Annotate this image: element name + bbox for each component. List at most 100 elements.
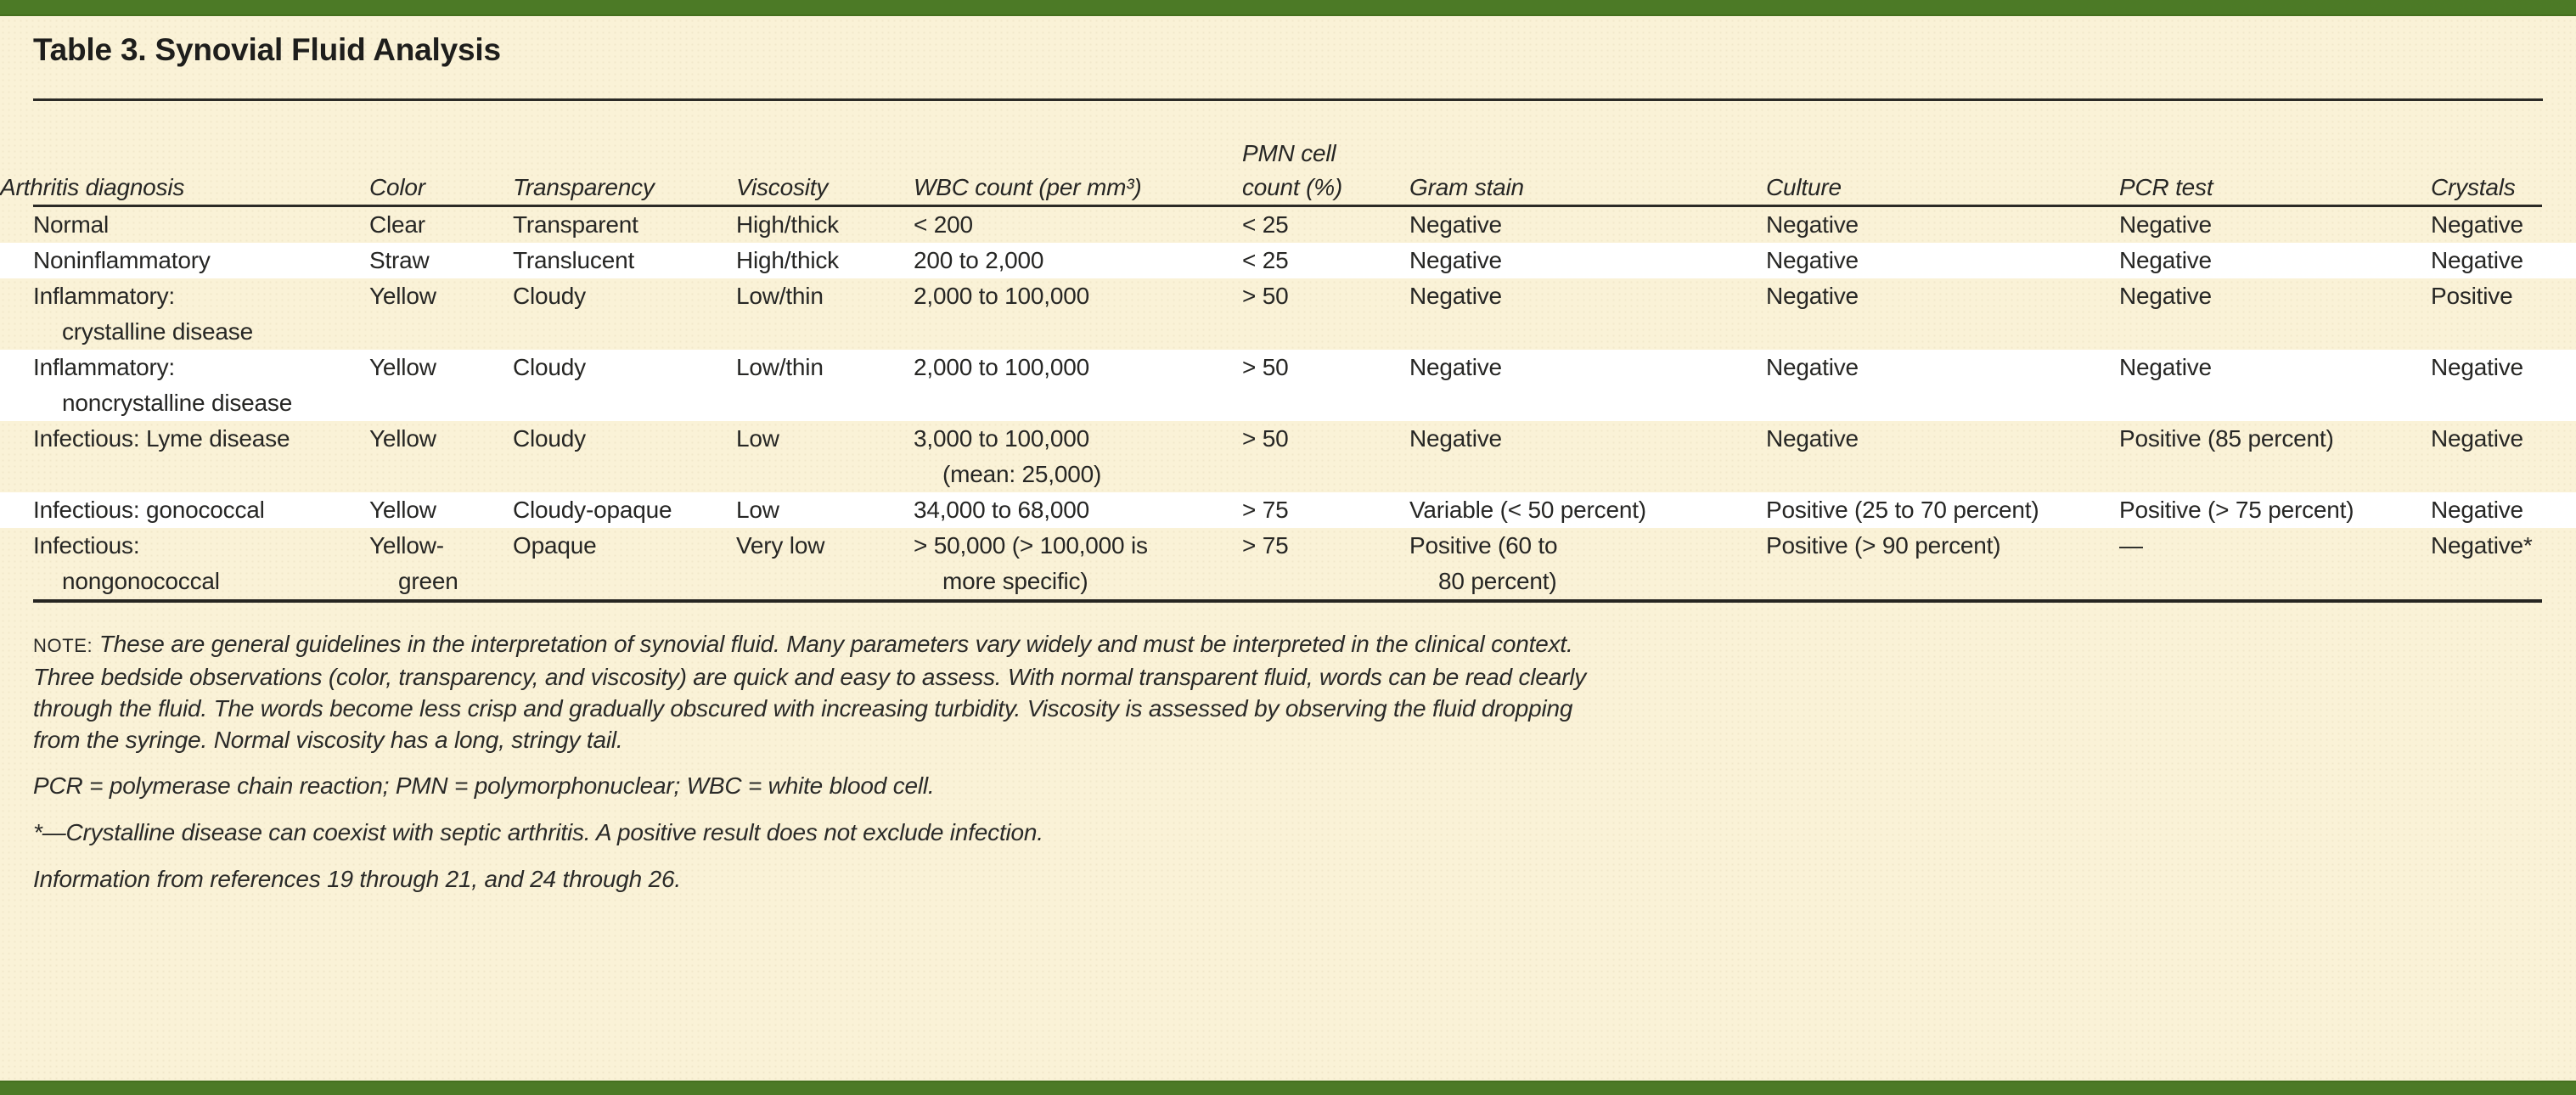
cell-culture: Negative bbox=[1766, 425, 1859, 452]
cell-gram: Negative bbox=[1409, 354, 1502, 380]
footnote-note: NOTE: These are general guidelines in th… bbox=[33, 628, 2543, 755]
header-rule bbox=[33, 205, 2542, 207]
header-rule-row bbox=[0, 205, 2576, 207]
cell-gram: Negative bbox=[1409, 247, 1502, 273]
cell-crystals: Negative bbox=[2431, 354, 2523, 380]
cell-pcr: Negative bbox=[2119, 247, 2212, 273]
cell-transparency: Cloudy bbox=[513, 283, 586, 309]
cell-color: Yellow bbox=[369, 354, 436, 380]
cell-transparency: Cloudy bbox=[513, 354, 586, 380]
cell-color: Clear bbox=[369, 211, 425, 238]
cell-diagnosis: Noninflammatory bbox=[33, 247, 211, 273]
cell-color: Yellow- green bbox=[369, 532, 458, 594]
title-rule bbox=[33, 98, 2543, 101]
cell-pmn: < 25 bbox=[1242, 211, 1289, 238]
cell-diagnosis: Infectious: Lyme disease bbox=[33, 425, 290, 452]
cell-crystals: Negative bbox=[2431, 425, 2523, 452]
cell-gram: Negative bbox=[1409, 425, 1502, 452]
table-bottom-rule bbox=[33, 599, 2542, 603]
cell-culture: Negative bbox=[1766, 247, 1859, 273]
table-row: Noninflammatory Straw Translucent High/thic… bbox=[0, 243, 2576, 278]
synovial-fluid-table: Arthritis diagnosis Color Transparency V… bbox=[0, 101, 2576, 603]
cell-diagnosis: Infectious: gonococcal bbox=[33, 497, 265, 523]
footnote-abbreviations: PCR = polymerase chain reaction; PMN = p… bbox=[33, 772, 935, 799]
cell-crystals: Negative* bbox=[2431, 532, 2533, 559]
table-row: Infectious: gonococcal Yellow Cloudy-opaqu… bbox=[0, 492, 2576, 528]
cell-pcr: Positive (> 75 percent) bbox=[2119, 497, 2354, 523]
column-header-culture: Culture bbox=[1766, 174, 1842, 200]
cell-diagnosis: Inflammatory: noncrystalline disease bbox=[33, 354, 293, 416]
column-header-wbc-count: WBC count (per mm³) bbox=[914, 174, 1142, 200]
cell-gram: Negative bbox=[1409, 283, 1502, 309]
cell-diagnosis: Infectious: nongonococcal bbox=[33, 532, 220, 594]
cell-pcr: Negative bbox=[2119, 211, 2212, 238]
cell-culture: Negative bbox=[1766, 354, 1859, 380]
cell-culture: Negative bbox=[1766, 283, 1859, 309]
cell-crystals: Negative bbox=[2431, 497, 2523, 523]
cell-wbc: 2,000 to 100,000 bbox=[914, 354, 1089, 380]
column-header-crystals: Crystals bbox=[2431, 174, 2516, 200]
column-header-color: Color bbox=[369, 174, 425, 200]
cell-pmn: < 25 bbox=[1242, 247, 1289, 273]
cell-crystals: Positive bbox=[2431, 283, 2513, 309]
footnotes: NOTE: These are general guidelines in th… bbox=[0, 603, 2576, 895]
cell-wbc: > 50,000 (> 100,000 is more specific) bbox=[914, 532, 1148, 594]
table-row: Infectious: Lyme disease Yellow Cloudy Low 3… bbox=[0, 421, 2576, 492]
cell-color: Yellow bbox=[369, 283, 436, 309]
cell-viscosity: Very low bbox=[736, 532, 825, 559]
column-header-viscosity: Viscosity bbox=[736, 174, 829, 200]
column-header-diagnosis: Arthritis diagnosis bbox=[0, 174, 185, 200]
column-header-gram-stain: Gram stain bbox=[1409, 174, 1524, 200]
table-row: Inflammatory: noncrystalline disease Yell… bbox=[0, 350, 2576, 421]
cell-viscosity: Low bbox=[736, 497, 779, 523]
footnote-source: Information from references 19 through 2… bbox=[33, 866, 681, 892]
cell-wbc: 200 to 2,000 bbox=[914, 247, 1044, 273]
table-row: Infectious: nongonococcal Yellow- green Op… bbox=[0, 528, 2576, 599]
table-row: Normal Clear Transparent High/thick < 200 < 2… bbox=[0, 207, 2576, 243]
table-body: Normal Clear Transparent High/thick < 200 < 2… bbox=[0, 207, 2576, 599]
cell-diagnosis: Inflammatory: crystalline disease bbox=[33, 283, 253, 345]
cell-transparency: Transparent bbox=[513, 211, 638, 238]
cell-pcr: Negative bbox=[2119, 354, 2212, 380]
top-green-bar bbox=[0, 0, 2576, 16]
footnote-asterisk: *—Crystalline disease can coexist with s… bbox=[33, 819, 1043, 845]
cell-pmn: > 50 bbox=[1242, 283, 1289, 309]
cell-color: Straw bbox=[369, 247, 430, 273]
cell-wbc: 34,000 to 68,000 bbox=[914, 497, 1089, 523]
header-row: Arthritis diagnosis Color Transparency V… bbox=[0, 101, 2576, 205]
bottom-rule-row bbox=[0, 599, 2576, 603]
cell-viscosity: High/thick bbox=[736, 247, 839, 273]
column-header-pmn-count: PMN cell count (%) bbox=[1242, 140, 1343, 200]
cell-color: Yellow bbox=[369, 497, 436, 523]
cell-pcr: — bbox=[2119, 532, 2143, 559]
cell-pmn: > 50 bbox=[1242, 425, 1289, 452]
cell-viscosity: Low/thin bbox=[736, 283, 824, 309]
column-header-transparency: Transparency bbox=[513, 174, 655, 200]
cell-pmn: > 50 bbox=[1242, 354, 1289, 380]
table-title: Table 3. Synovial Fluid Analysis bbox=[33, 32, 501, 67]
table-row: Inflammatory: crystalline disease Yellow C… bbox=[0, 278, 2576, 350]
cell-diagnosis: Normal bbox=[33, 211, 110, 238]
cell-wbc: 2,000 to 100,000 bbox=[914, 283, 1089, 309]
cell-color: Yellow bbox=[369, 425, 436, 452]
cell-transparency: Translucent bbox=[513, 247, 635, 273]
cell-gram: Variable (< 50 percent) bbox=[1409, 497, 1646, 523]
cell-wbc: 3,000 to 100,000 (mean: 25,000) bbox=[914, 425, 1102, 487]
cell-crystals: Negative bbox=[2431, 247, 2523, 273]
cell-culture: Positive (25 to 70 percent) bbox=[1766, 497, 2039, 523]
cell-transparency: Cloudy bbox=[513, 425, 586, 452]
cell-transparency: Opaque bbox=[513, 532, 597, 559]
note-text: These are general guidelines in the inte… bbox=[33, 631, 1587, 753]
cell-pmn: > 75 bbox=[1242, 497, 1289, 523]
table-header-area: Table 3. Synovial Fluid Analysis bbox=[0, 31, 2576, 101]
cell-culture: Positive (> 90 percent) bbox=[1766, 532, 2001, 559]
bottom-green-bar bbox=[0, 1081, 2576, 1095]
cell-pcr: Positive (85 percent) bbox=[2119, 425, 2334, 452]
cell-viscosity: High/thick bbox=[736, 211, 839, 238]
note-label: NOTE: bbox=[33, 635, 93, 656]
cell-crystals: Negative bbox=[2431, 211, 2523, 238]
cell-wbc: < 200 bbox=[914, 211, 973, 238]
cell-viscosity: Low/thin bbox=[736, 354, 824, 380]
cell-gram: Positive (60 to 80 percent) bbox=[1409, 532, 1558, 594]
